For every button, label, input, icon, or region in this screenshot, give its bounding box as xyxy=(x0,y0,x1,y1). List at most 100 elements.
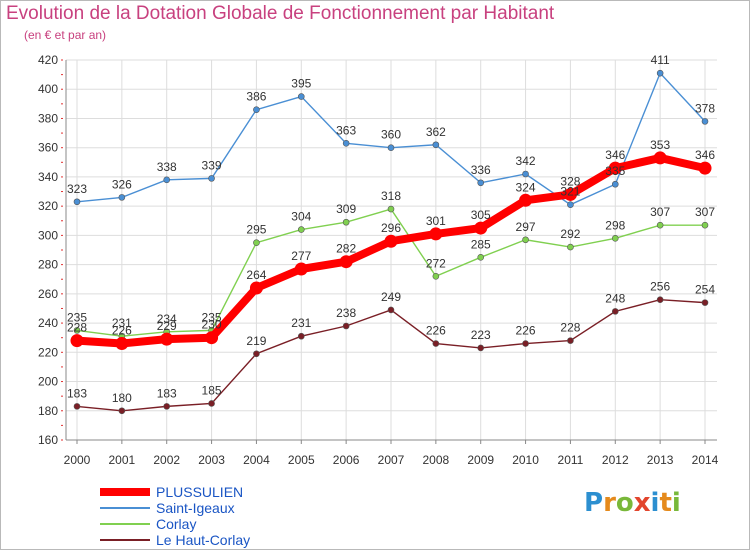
data-point xyxy=(429,227,443,241)
data-label: 346 xyxy=(695,148,715,162)
y-tick-label: 160 xyxy=(38,433,58,447)
y-tick-label: 380 xyxy=(38,111,58,125)
data-point xyxy=(653,151,667,165)
proxiti-logo: Proxiti xyxy=(584,488,681,518)
data-label: 219 xyxy=(246,334,266,348)
data-label: 238 xyxy=(336,306,356,320)
legend-swatch xyxy=(100,523,150,525)
x-tick-label: 2004 xyxy=(243,453,270,467)
data-point xyxy=(118,407,126,415)
data-point xyxy=(70,334,84,348)
data-label: 183 xyxy=(157,386,177,400)
x-tick-label: 2000 xyxy=(64,453,91,467)
data-point xyxy=(611,180,619,188)
data-point xyxy=(297,93,305,100)
y-tick-label: 300 xyxy=(38,228,58,242)
data-label: 338 xyxy=(157,160,177,174)
data-label: 297 xyxy=(516,220,536,234)
data-point xyxy=(522,170,529,178)
logo-letter: P xyxy=(584,488,604,518)
data-point xyxy=(384,234,398,248)
data-point xyxy=(611,235,619,242)
data-label: 285 xyxy=(471,237,491,251)
y-tick-label: 280 xyxy=(38,258,58,272)
data-label: 324 xyxy=(516,180,536,194)
legend-swatch xyxy=(100,507,150,509)
data-label: 328 xyxy=(560,174,580,188)
data-label: 304 xyxy=(291,210,311,224)
data-point xyxy=(118,194,126,201)
data-point xyxy=(339,255,353,269)
series-corlay xyxy=(73,205,709,340)
data-point xyxy=(73,327,81,334)
x-tick-label: 2005 xyxy=(288,453,315,467)
legend-label: Saint-Igeaux xyxy=(156,500,235,516)
data-label: 307 xyxy=(695,205,715,219)
data-label: 254 xyxy=(695,283,715,297)
data-point xyxy=(163,176,171,184)
chart-title: Evolution de la Dotation Globale de Fonc… xyxy=(6,3,555,24)
data-point xyxy=(387,306,395,314)
y-tick-label: 200 xyxy=(38,375,58,389)
x-tick-label: 2010 xyxy=(512,453,539,467)
x-tick-label: 2007 xyxy=(378,453,405,467)
data-label: 277 xyxy=(291,249,311,263)
x-tick-label: 2013 xyxy=(647,453,674,467)
data-point xyxy=(432,141,440,149)
logo-letter: i xyxy=(650,488,660,518)
grid xyxy=(66,59,717,441)
data-label: 256 xyxy=(650,280,670,294)
x-tick-label: 2006 xyxy=(333,453,360,467)
data-point xyxy=(432,273,440,280)
data-point xyxy=(253,350,260,358)
y-tick-label: 180 xyxy=(38,404,58,418)
data-point xyxy=(297,226,305,233)
data-point xyxy=(208,400,215,407)
data-label: 318 xyxy=(381,189,401,203)
data-label: 292 xyxy=(560,227,580,241)
data-point xyxy=(656,69,664,77)
data-point xyxy=(249,281,263,295)
data-point xyxy=(701,118,709,125)
logo-letter: i xyxy=(671,488,681,518)
data-label: 301 xyxy=(426,214,446,228)
data-label: 185 xyxy=(202,383,222,397)
data-label: 229 xyxy=(157,319,177,333)
x-tick-label: 2014 xyxy=(692,453,719,467)
data-label: 230 xyxy=(202,318,222,332)
data-label: 339 xyxy=(202,158,222,172)
data-point xyxy=(519,193,533,207)
data-label: 234 xyxy=(157,312,177,326)
data-label: 335 xyxy=(605,164,625,178)
data-point xyxy=(522,340,529,347)
data-label: 363 xyxy=(336,123,356,137)
data-label: 362 xyxy=(426,125,446,139)
y-tick-label: 220 xyxy=(38,345,58,359)
data-label: 305 xyxy=(471,208,491,222)
data-label: 411 xyxy=(651,53,670,67)
data-point xyxy=(73,198,81,206)
data-label: 296 xyxy=(381,221,401,235)
y-tick-label: 260 xyxy=(38,287,58,301)
logo-letter: r xyxy=(603,488,616,518)
data-point xyxy=(567,337,574,344)
data-label: 353 xyxy=(650,138,670,152)
series-plussulien xyxy=(70,151,712,351)
series-layer xyxy=(70,69,712,415)
logo-letter: t xyxy=(659,488,672,518)
x-tick-label: 2012 xyxy=(602,453,629,467)
data-label: 223 xyxy=(471,328,491,342)
data-label: 228 xyxy=(67,321,87,335)
data-label: 395 xyxy=(291,77,311,91)
data-label: 323 xyxy=(67,182,87,196)
legend-item: Le Haut-Corlay xyxy=(100,532,300,548)
data-point xyxy=(253,106,260,113)
data-point xyxy=(432,340,440,347)
x-tick-label: 2009 xyxy=(467,453,494,467)
data-point xyxy=(701,221,709,229)
data-label: 235 xyxy=(67,310,87,324)
y-tick-label: 400 xyxy=(38,82,58,96)
y-tick-label: 360 xyxy=(38,141,58,155)
data-point xyxy=(567,201,574,208)
x-tick-label: 2011 xyxy=(558,453,584,467)
